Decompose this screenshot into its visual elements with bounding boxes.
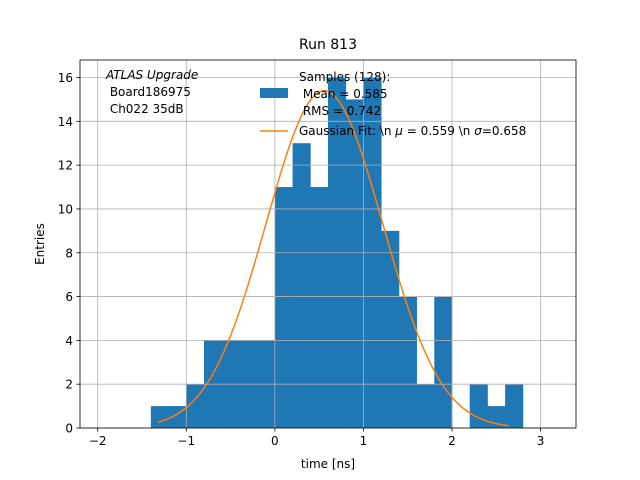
- x-tick-label: 2: [448, 434, 456, 448]
- annotation-line-3: Ch022 35dB: [106, 102, 184, 116]
- x-tick-label: −2: [89, 434, 107, 448]
- y-tick-label: 12: [58, 159, 73, 173]
- atlas-annotation: ATLAS Upgrade Board186975 Ch022 35dB: [105, 68, 198, 116]
- x-tick-label: −1: [177, 434, 195, 448]
- legend-hist-swatch: [260, 88, 288, 98]
- y-axis-label: Entries: [33, 223, 47, 265]
- y-tick-label: 6: [65, 290, 73, 304]
- histogram-bar: [310, 187, 329, 428]
- gaussian-fit-line: [157, 89, 509, 427]
- axes-frame: [79, 59, 577, 429]
- y-tick-label: 0: [65, 422, 73, 436]
- histogram-bar: [434, 296, 453, 428]
- histogram-bar: [274, 187, 293, 428]
- legend-hist-label: Samples (128): Mean = 0.585 RMS = 0.742: [299, 70, 390, 118]
- legend: Samples (128): Mean = 0.585 RMS = 0.742 …: [260, 70, 526, 138]
- histogram-bar: [505, 384, 524, 428]
- y-tick-label: 14: [58, 115, 73, 129]
- histogram-bar: [381, 230, 400, 428]
- annotation-line-1: ATLAS Upgrade: [105, 68, 198, 82]
- x-axis-label: time [ns]: [301, 457, 355, 471]
- y-tick-label: 10: [58, 202, 73, 216]
- histogram-bar: [398, 296, 417, 428]
- x-tick-label: 3: [537, 434, 545, 448]
- histogram-bar: [292, 143, 311, 428]
- histogram-bar: [186, 384, 205, 428]
- chart-title: Run 813: [299, 37, 357, 53]
- y-tick-label: 4: [65, 334, 73, 348]
- x-tick-label: 1: [360, 434, 368, 448]
- histogram-bar: [150, 406, 169, 428]
- annotation-line-2: Board186975: [106, 85, 191, 99]
- y-tick-label: 8: [65, 246, 73, 260]
- x-tick-label: 0: [271, 434, 279, 448]
- y-tick-label: 2: [65, 378, 73, 392]
- legend-fit-label: Gaussian Fit: \n μ = 0.559 \n σ=0.658: [299, 124, 526, 138]
- histogram-bar: [345, 99, 364, 428]
- y-tick-label: 16: [58, 71, 73, 85]
- histogram-bar: [416, 384, 435, 428]
- histogram-bar: [469, 384, 488, 428]
